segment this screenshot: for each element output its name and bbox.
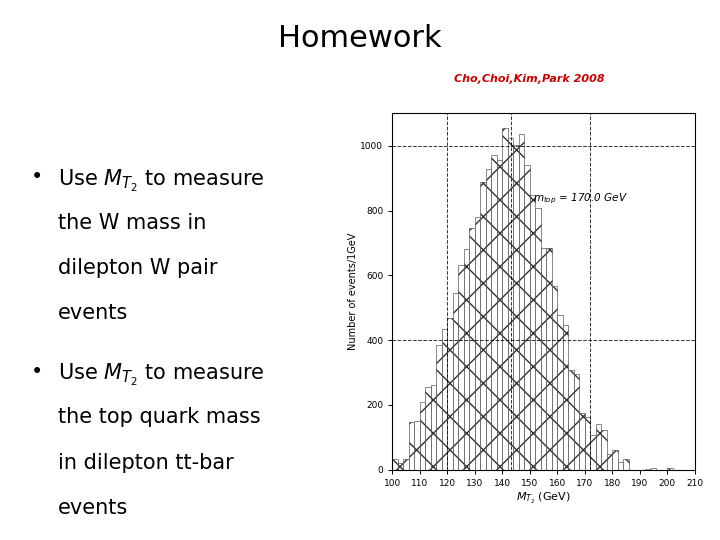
- Text: $m_{top}$ = 170.0 GeV: $m_{top}$ = 170.0 GeV: [533, 191, 627, 206]
- Bar: [552, 286, 557, 470]
- Bar: [431, 386, 436, 470]
- Bar: [530, 195, 536, 470]
- Text: the W mass in: the W mass in: [58, 213, 207, 233]
- Bar: [519, 134, 524, 470]
- Bar: [442, 329, 447, 470]
- Bar: [486, 170, 491, 470]
- Bar: [497, 160, 503, 470]
- Bar: [491, 155, 497, 470]
- Bar: [508, 138, 513, 470]
- Bar: [612, 450, 618, 470]
- Text: •: •: [31, 362, 43, 382]
- Text: events: events: [58, 303, 128, 323]
- Bar: [590, 435, 596, 470]
- Text: Use $M_{T_{2}}$ to measure: Use $M_{T_{2}}$ to measure: [58, 167, 265, 193]
- Bar: [524, 165, 530, 470]
- Bar: [469, 227, 475, 470]
- Bar: [392, 459, 398, 470]
- Bar: [415, 421, 420, 470]
- Bar: [651, 468, 657, 470]
- Bar: [475, 217, 480, 470]
- Bar: [580, 413, 585, 470]
- Bar: [503, 128, 508, 470]
- Y-axis label: Number of events/1GeV: Number of events/1GeV: [348, 233, 358, 350]
- Bar: [409, 422, 415, 470]
- Bar: [513, 145, 519, 470]
- Text: Cho,Choi,Kim,Park 2008: Cho,Choi,Kim,Park 2008: [454, 73, 605, 84]
- Text: Use $M_{T_{2}}$ to measure: Use $M_{T_{2}}$ to measure: [58, 362, 265, 388]
- Bar: [536, 208, 541, 470]
- X-axis label: $M_{T_{2}}$ (GeV): $M_{T_{2}}$ (GeV): [516, 491, 571, 505]
- Text: •: •: [31, 167, 43, 187]
- Bar: [459, 265, 464, 470]
- Text: in dilepton tt-bar: in dilepton tt-bar: [58, 453, 234, 472]
- Bar: [420, 402, 426, 470]
- Bar: [574, 374, 580, 470]
- Bar: [585, 417, 590, 470]
- Bar: [541, 248, 546, 470]
- Bar: [546, 247, 552, 470]
- Bar: [436, 345, 442, 470]
- Text: Homework: Homework: [278, 24, 442, 53]
- Bar: [464, 249, 469, 470]
- Bar: [601, 430, 607, 470]
- Bar: [398, 463, 403, 470]
- Bar: [557, 315, 563, 470]
- Bar: [447, 318, 453, 470]
- Text: dilepton W pair: dilepton W pair: [58, 258, 217, 278]
- Bar: [607, 454, 612, 470]
- Bar: [596, 424, 601, 470]
- Bar: [568, 370, 574, 470]
- Bar: [426, 387, 431, 470]
- Bar: [403, 459, 409, 470]
- Bar: [618, 462, 624, 470]
- Bar: [480, 182, 486, 470]
- Text: events: events: [58, 498, 128, 518]
- Bar: [563, 325, 568, 470]
- Bar: [453, 293, 459, 470]
- Bar: [667, 468, 672, 470]
- Bar: [624, 458, 629, 470]
- Text: the top quark mass: the top quark mass: [58, 407, 261, 427]
